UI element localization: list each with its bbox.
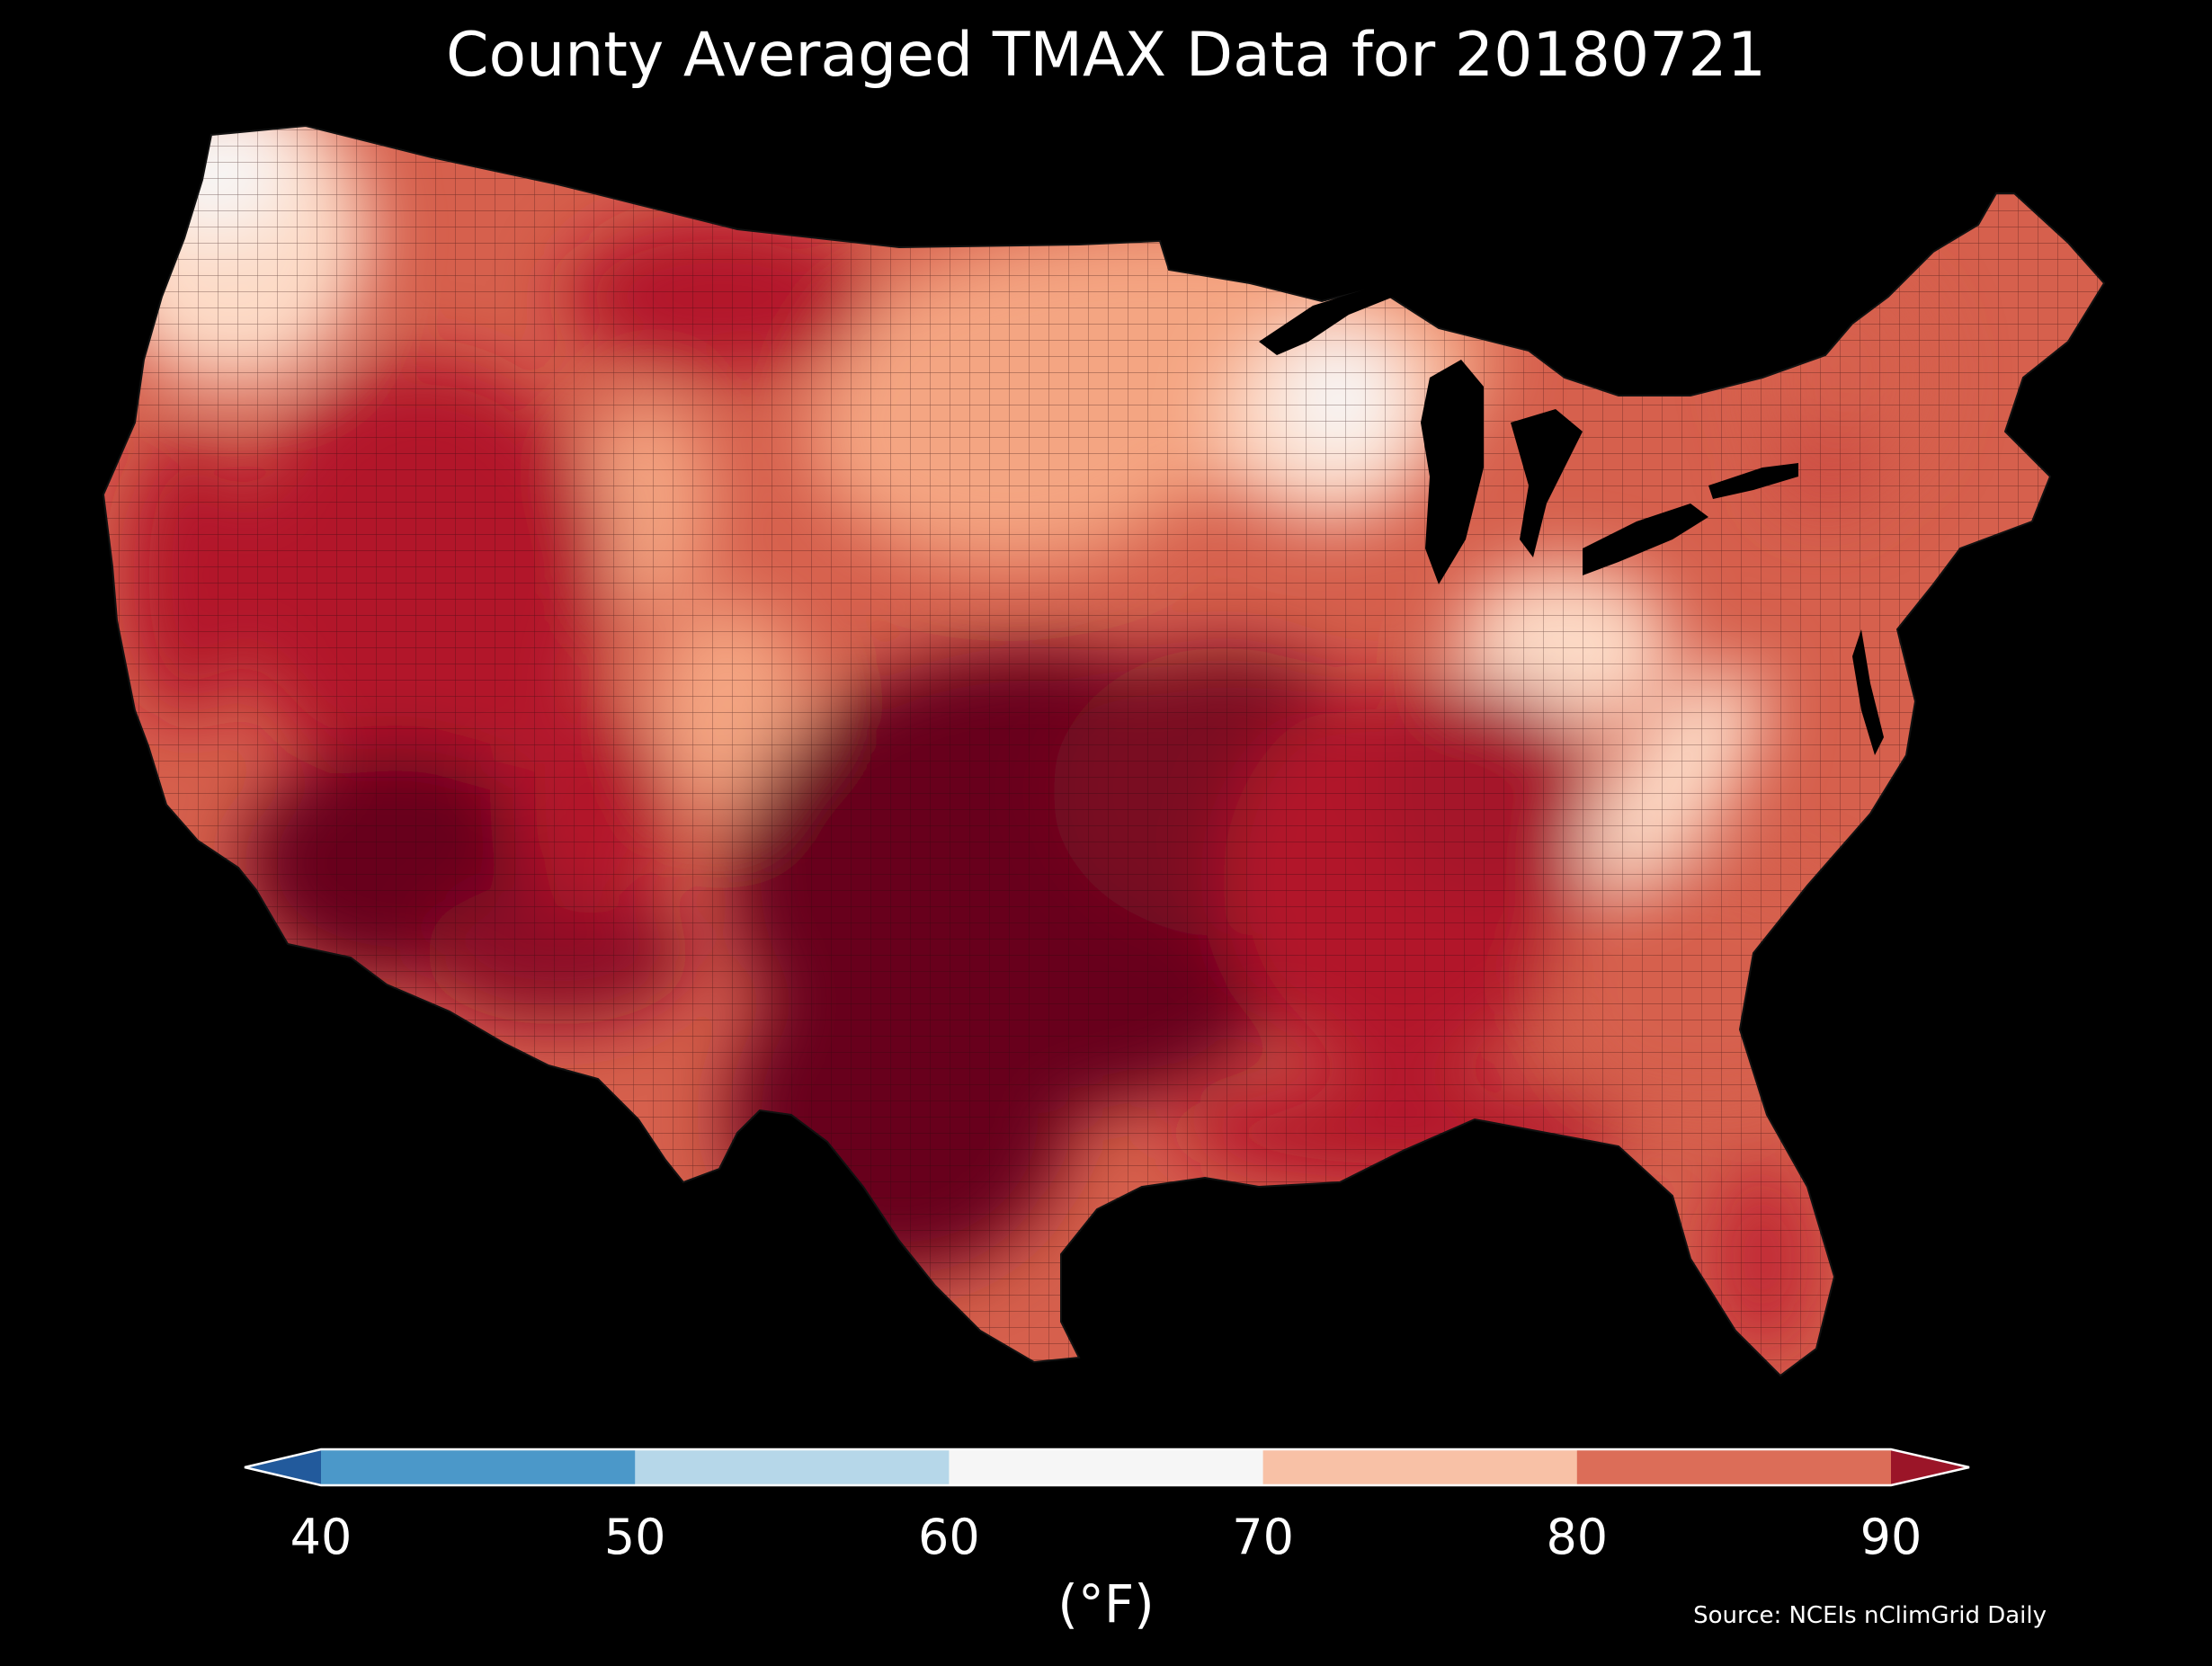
map-title: County Averaged TMAX Data for 20180721 [446,20,1766,91]
colorbar-tick-label: 40 [290,1509,352,1565]
colorbar-tick-label: 60 [918,1509,980,1565]
colorbar-tick-label: 90 [1860,1509,1922,1565]
source-credit: Source: NCEIs nClimGrid Daily [1693,1602,2047,1629]
colorbar-tick-label: 80 [1546,1509,1609,1565]
colorbar-unit-label: (°F) [1057,1573,1155,1635]
great-lakes [1259,286,1884,755]
colorbar-tick-label: 50 [603,1509,666,1565]
us-county-map [102,124,2106,1377]
colorbar-tick-label: 70 [1232,1509,1294,1565]
